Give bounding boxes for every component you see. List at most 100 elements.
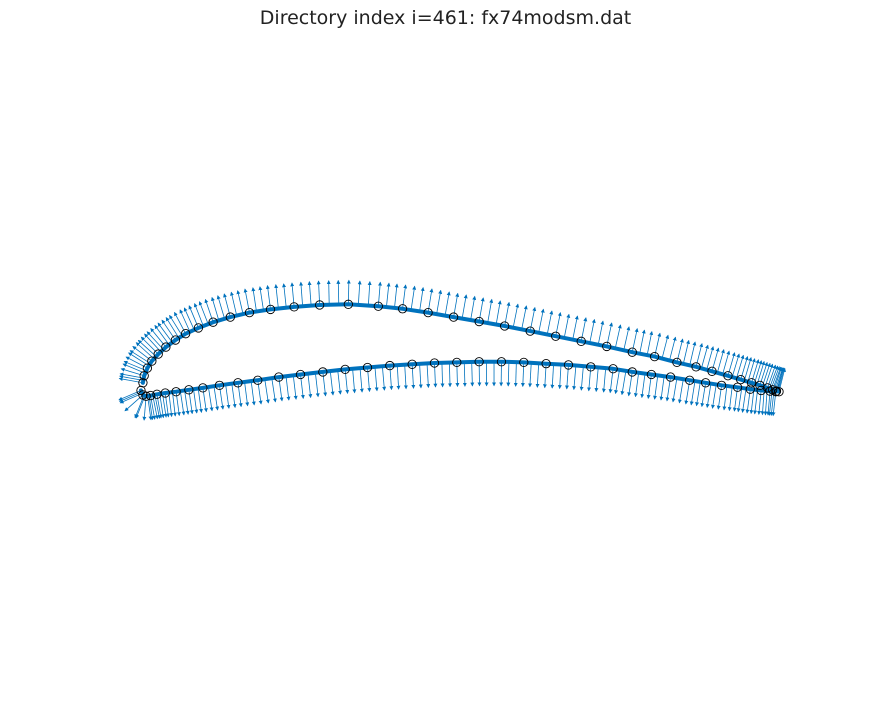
vertex-marker [160,388,170,398]
normal-vector-arrow [677,379,684,404]
normal-vector-arrow [299,281,304,307]
vertex-marker [474,357,484,367]
normal-vector-arrow [122,363,146,374]
normal-vector-arrow [193,303,204,327]
vertex-marker [170,335,181,345]
vertex-marker [774,387,784,397]
normal-vector-arrow [137,339,157,357]
vertex-marker [756,385,766,396]
normal-vector-arrow [157,322,173,343]
normal-vector-arrow [208,386,214,412]
vertex-marker [161,342,171,352]
vertex-marker [318,367,328,377]
vertex-marker [627,367,637,377]
normal-vector-arrow [753,389,758,415]
normal-vector-arrow [601,368,607,393]
normal-vector-arrow [352,368,357,394]
vertex-marker [746,378,757,388]
normal-vector-arrow [403,364,408,390]
vertex-marker [147,356,157,366]
vertex-marker [519,357,529,368]
vertex-marker [233,378,243,388]
normal-vectors-layer [118,279,786,421]
normal-vector-arrow [557,364,562,390]
normal-vector-arrow [470,361,475,387]
normal-vector-arrow [444,291,451,316]
normal-vector-arrow [682,339,690,364]
normal-vector-arrow [653,375,659,400]
normal-vector-arrow [225,384,231,409]
normal-vector-arrow [174,311,187,334]
normal-vector-arrow [506,361,511,387]
normal-vector-arrow [520,362,525,388]
vertex-marker [646,369,657,380]
vertex-marker [265,304,276,315]
normal-vector-arrow [144,333,162,353]
vertex-marker [141,391,151,401]
normal-vector-arrow [440,362,445,388]
vertex-marker [193,323,204,333]
vertex-marker [314,300,325,310]
vertex-marker [525,326,535,336]
normal-vector-arrow [669,336,677,361]
vertex-marker [145,390,156,401]
normal-vector-arrow [594,367,599,393]
normal-vector-arrow [119,374,144,381]
normal-vector-arrow [764,363,774,388]
vertex-marker [771,387,781,397]
vertex-marker [672,357,682,368]
normal-vector-arrow [374,366,379,392]
normal-vector-arrow [282,283,287,308]
vertex-marker [171,387,181,397]
normal-vector-arrow [747,358,756,382]
normal-vector-arrow [326,280,331,305]
normal-vector-arrow [213,386,220,411]
normal-vector-arrow [671,378,678,403]
vertex-marker [767,385,778,395]
vertex-marker [765,386,775,396]
normal-vector-arrow [129,350,151,364]
normal-vector-arrow [316,280,321,305]
normal-vector-arrow [512,303,520,328]
normal-vector-arrow [572,365,577,391]
vertex-marker [762,383,773,393]
normal-vector-arrow [179,309,191,332]
normal-vector-arrow [640,373,646,399]
normal-vector-arrow [711,384,717,409]
normal-vector-arrow [528,362,533,388]
normal-vector-arrow [572,315,579,340]
normal-vector-arrow [461,294,468,319]
normal-vector-arrow [367,280,372,306]
vertex-markers-layer [136,299,784,401]
normal-vector-arrow [198,301,209,325]
normal-vector-arrow [271,378,277,403]
normal-vector-arrow [418,363,423,389]
vertex-marker [665,372,676,382]
vertex-marker [429,358,440,368]
normal-vector-arrow [447,362,452,388]
normal-vector-arrow [381,366,387,391]
normal-vector-arrow [749,389,755,415]
normal-vector-arrow [550,364,555,389]
vertex-marker [253,375,263,385]
normal-vector-arrow [346,279,351,305]
vertex-marker [139,371,149,381]
normal-vector-arrow [633,372,640,398]
normal-vector-arrow [128,352,150,367]
normal-vector-arrow [614,324,622,349]
normal-vector-arrow [357,280,362,305]
normal-vector-arrow [337,370,343,395]
normal-vector-arrow [135,342,155,360]
vertex-marker [691,362,701,372]
normal-vector-arrow [119,372,144,379]
vertex-marker [362,362,373,373]
vertex-marker [244,307,255,318]
normal-vector-arrow [614,369,620,395]
vertex-marker [732,382,743,392]
normal-vector-arrow [579,366,584,391]
normal-vector-arrow [513,362,518,387]
vertex-marker [716,380,727,390]
normal-vector-arrow [359,368,364,393]
normal-vector-arrow [169,314,183,337]
